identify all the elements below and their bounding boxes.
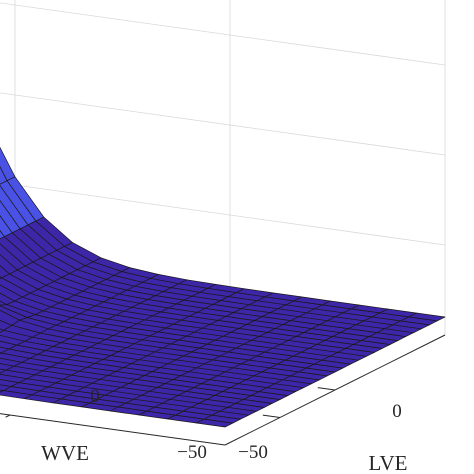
y-tick-0	[262, 414, 281, 418]
x-tick-label-neg50: −50	[177, 442, 207, 463]
x-axis-line	[0, 413, 226, 446]
x-axis-title: WVE	[41, 441, 89, 465]
surface-facet	[0, 146, 16, 182]
surface	[0, 146, 446, 428]
x-tick-1	[5, 414, 11, 418]
axes-lines	[0, 334, 446, 446]
y-axis-title: LVE	[369, 451, 408, 474]
y-tick-1	[317, 387, 336, 391]
grid-level-0	[0, 182, 446, 246]
y-tick-label-neg50: −50	[238, 442, 268, 463]
x-tick-label-0: 0	[90, 386, 100, 407]
grid-level-1	[0, 92, 446, 156]
y-tick-label-0: 0	[392, 401, 402, 422]
grid-level-2	[0, 2, 446, 66]
surface-facet	[408, 312, 446, 322]
